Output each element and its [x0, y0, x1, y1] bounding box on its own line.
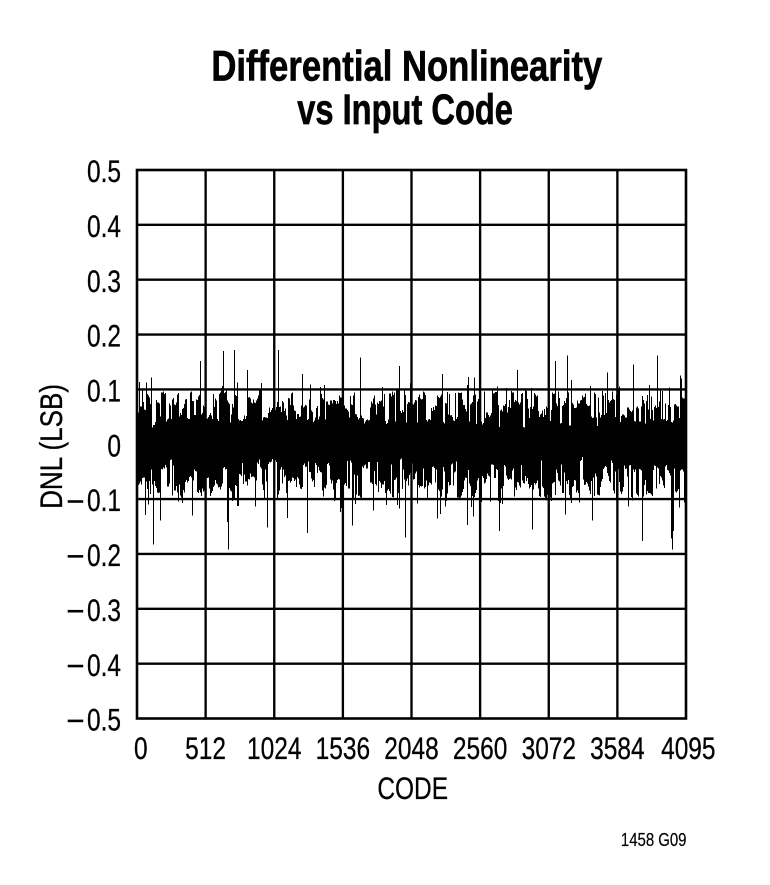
svg-text:1458 G09: 1458 G09	[621, 830, 687, 851]
svg-text:CODE: CODE	[377, 771, 448, 806]
svg-text:3584: 3584	[590, 731, 644, 766]
svg-text:2048: 2048	[384, 731, 438, 766]
svg-text:0: 0	[107, 429, 121, 464]
svg-text:0.4: 0.4	[87, 648, 121, 683]
svg-text:4095: 4095	[661, 731, 715, 766]
svg-text:0.5: 0.5	[87, 154, 121, 189]
svg-text:1536: 1536	[316, 731, 370, 766]
svg-text:2560: 2560	[453, 731, 507, 766]
svg-text:0.3: 0.3	[87, 593, 121, 628]
svg-text:0.2: 0.2	[87, 319, 121, 354]
svg-text:0.4: 0.4	[87, 209, 121, 244]
svg-text:1024: 1024	[247, 731, 301, 766]
svg-text:3072: 3072	[522, 731, 576, 766]
svg-text:DNL (LSB): DNL (LSB)	[35, 384, 70, 509]
svg-text:512: 512	[185, 731, 226, 766]
svg-text:0.5: 0.5	[87, 703, 121, 738]
svg-text:0.3: 0.3	[87, 264, 121, 299]
svg-text:0: 0	[134, 731, 148, 766]
svg-text:Differential Nonlinearity: Differential Nonlinearity	[211, 43, 602, 90]
svg-text:0.1: 0.1	[87, 374, 121, 409]
svg-text:0.2: 0.2	[87, 538, 121, 573]
svg-text:vs Input Code: vs Input Code	[297, 87, 513, 134]
svg-text:0.1: 0.1	[87, 483, 121, 518]
